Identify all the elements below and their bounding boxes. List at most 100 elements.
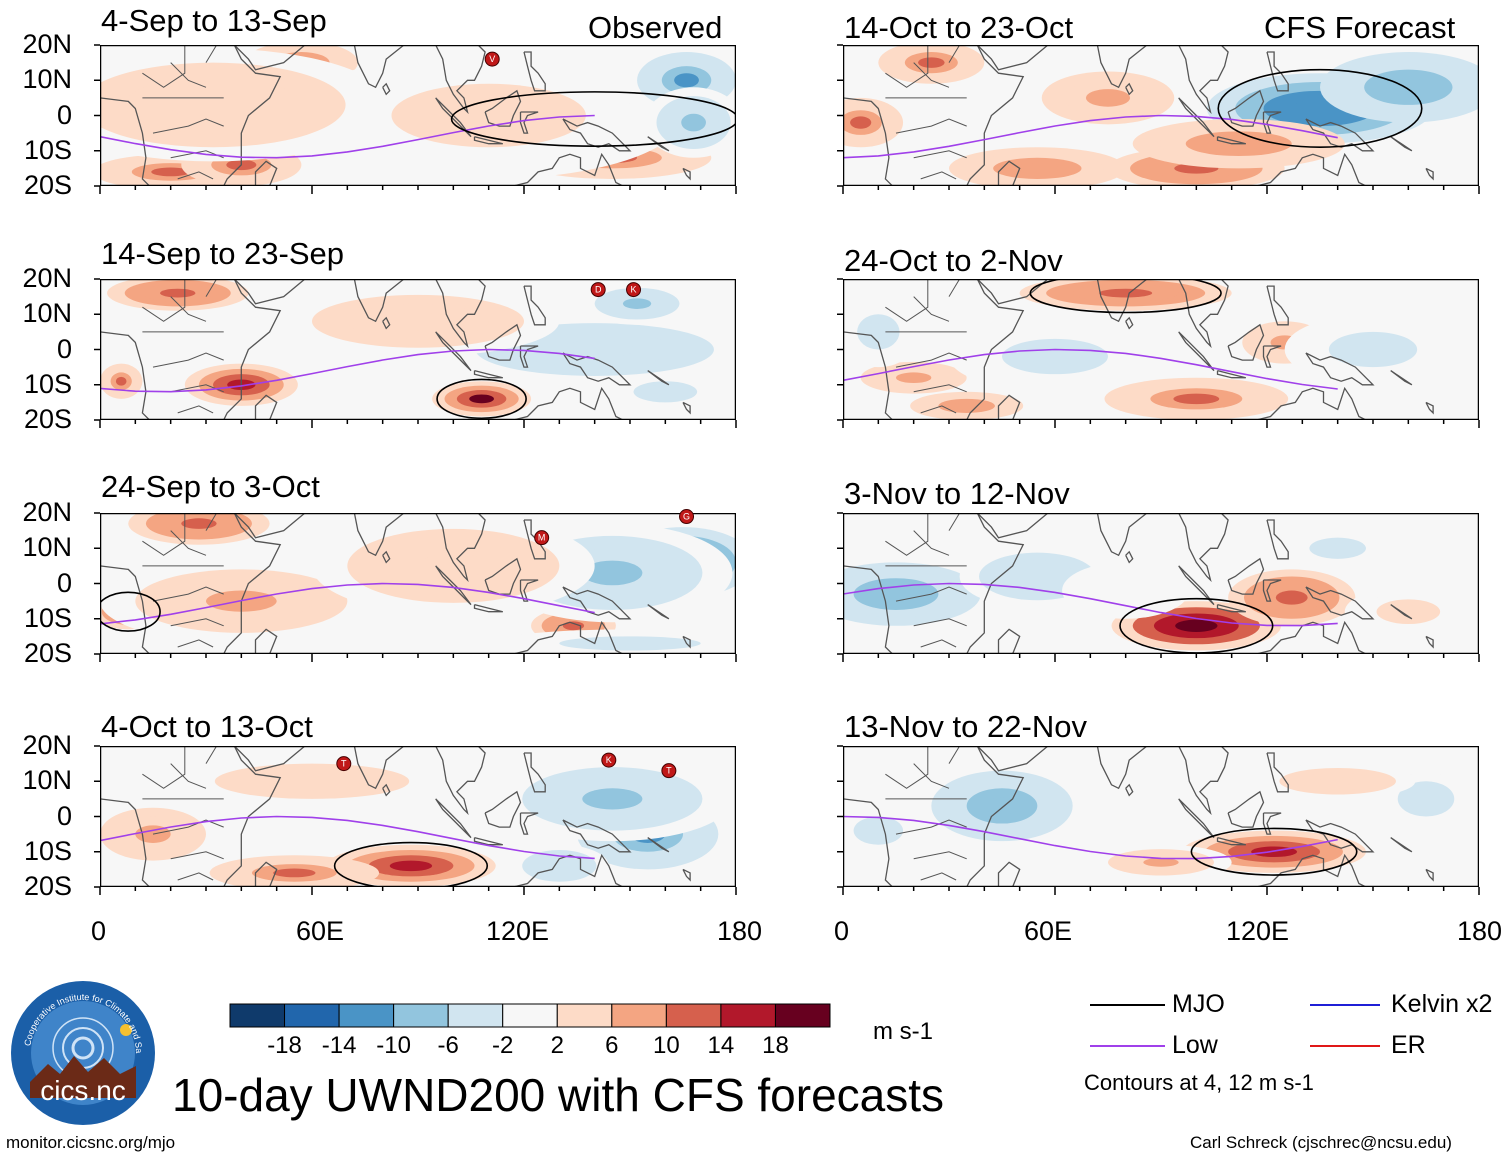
anomaly-shade (654, 388, 676, 396)
map-panel (843, 746, 1479, 887)
colorbar-swatch (502, 1003, 558, 1028)
colorbar-tick-label: -18 (267, 1032, 302, 1059)
coastline (254, 628, 278, 654)
anomaly-shade (1099, 288, 1153, 298)
coastline (1262, 345, 1282, 368)
anomaly-shade (918, 57, 945, 68)
coastline (435, 798, 472, 839)
coastline (1390, 837, 1413, 853)
coastline (1216, 603, 1246, 613)
lat-tick-label: 20S (23, 638, 72, 668)
lat-tick-label: 0 (56, 567, 72, 598)
country-border (142, 513, 186, 556)
coastline (340, 513, 405, 557)
anomaly-shade (984, 797, 1020, 815)
coastline (1178, 798, 1215, 839)
coastline (1390, 370, 1413, 386)
country-border (170, 530, 207, 556)
map-panel (100, 45, 736, 186)
low-contour (100, 348, 595, 393)
storm-marker-icon: G (679, 509, 695, 525)
coastline (1305, 352, 1375, 386)
coastline (523, 752, 546, 793)
storm-marker-icon: M (534, 530, 550, 546)
storm-circle (534, 530, 550, 546)
coastline (1083, 513, 1148, 557)
storm-circle (679, 509, 695, 525)
country-border (170, 296, 207, 322)
anomaly-shade (1028, 347, 1082, 366)
colorbar-swatch (338, 1003, 395, 1028)
colorbar-swatch (393, 1003, 449, 1028)
country-border (170, 763, 207, 789)
country-border (152, 118, 224, 134)
coastline (843, 513, 1025, 654)
lat-tick-label: 20N (22, 497, 72, 527)
colorbar-swatch (665, 1003, 722, 1028)
contour-legend (1090, 1004, 1380, 1047)
coastline (1425, 167, 1434, 181)
main-title: 10-day UWND200 with CFS forecasts (172, 1069, 945, 1121)
country-border (913, 150, 967, 159)
colorbar-tick-label: 2 (550, 1032, 564, 1059)
coastline (562, 118, 632, 152)
coastline (647, 370, 670, 386)
coastline (976, 279, 1049, 305)
coastline (340, 746, 405, 790)
coastline (233, 279, 306, 305)
coastline (1425, 635, 1434, 649)
coastline (682, 401, 691, 415)
coastline (1242, 386, 1367, 420)
panel-title: 14-Sep to 23-Sep (101, 236, 345, 271)
colorbar-swatch (611, 1003, 667, 1028)
anomaly-shade (115, 376, 127, 386)
coastline (484, 557, 522, 595)
coastline (435, 565, 472, 606)
map-panel (100, 513, 736, 654)
lon-tick-label: 180 (717, 916, 763, 946)
coastline (682, 167, 691, 181)
coastline (484, 790, 522, 828)
anomaly-shade (582, 560, 643, 586)
legend-mjo-label: MJO (1172, 990, 1225, 1018)
lon-tick-label: 0 (91, 916, 107, 946)
anomaly-shade (1015, 163, 1060, 174)
anomaly-shade (389, 860, 433, 872)
anomaly-shade (151, 167, 191, 177)
mjo-contour (450, 91, 736, 147)
coastline (519, 111, 539, 134)
anomaly-shade (1017, 568, 1057, 585)
coastline (254, 394, 278, 420)
coastline (1425, 868, 1434, 882)
anomaly-shade (273, 868, 316, 878)
low-contour (100, 582, 595, 625)
storm-circle (484, 51, 500, 67)
coastline (1262, 579, 1282, 602)
storm-letter: T (341, 759, 347, 769)
colorbar-tick-label: -14 (321, 1032, 357, 1059)
country-border (920, 872, 957, 881)
country-border (142, 45, 186, 88)
anomaly-shade (562, 621, 585, 631)
storm-marker-icon: T (661, 763, 677, 779)
storm-letter: M (538, 533, 546, 543)
coastline (435, 279, 486, 349)
coastline (435, 746, 486, 816)
coastline (233, 746, 306, 772)
country-border (885, 746, 929, 789)
coastline (519, 812, 539, 835)
coastline (1178, 279, 1229, 349)
colorbar-swatch (229, 1003, 286, 1028)
anomaly-shade (622, 298, 652, 309)
coastline (1305, 819, 1375, 853)
mjo-contour (1029, 279, 1222, 314)
coastline (997, 394, 1021, 420)
coastline (233, 513, 306, 539)
anomaly-shade (582, 788, 643, 810)
coastline (1266, 285, 1289, 326)
country-border (152, 586, 224, 602)
lat-tick-label: 0 (56, 333, 72, 364)
coastline (1266, 752, 1289, 793)
coastline (562, 586, 632, 620)
storm-marker-icon: V (484, 51, 500, 67)
